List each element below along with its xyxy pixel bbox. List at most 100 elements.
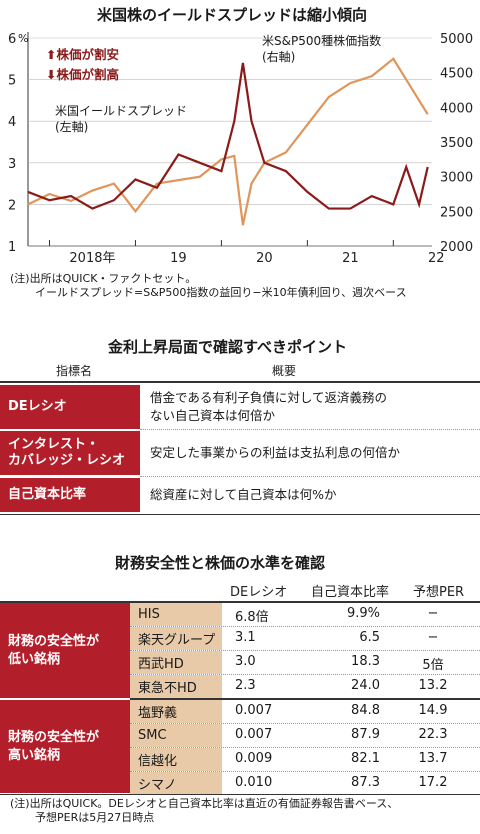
sp500-series-name: 米S&P500種株価指数 xyxy=(262,34,382,48)
desc-de-ratio: 借金である有利子負債に対して返済義務の ない自己資本は何倍か xyxy=(140,385,480,429)
indicator-equity-ratio-label: 自己資本比率 xyxy=(8,487,87,502)
row-divider xyxy=(140,429,480,430)
per-value: 13.2 xyxy=(418,678,448,693)
company-name: 東急不HD xyxy=(130,675,222,698)
per-value: 22.3 xyxy=(418,727,448,742)
equity-ratio-value: 84.8 xyxy=(351,703,380,718)
stocks-note: (注)出所はQUICK。DEレシオと自己資本比率は直近の有価証券報告書ベース、 … xyxy=(10,797,398,825)
col-per-header: 予想PER xyxy=(413,585,465,600)
group-low-safety-line-2: 低い銘柄 xyxy=(8,651,61,667)
de-ratio-value: 2.3 xyxy=(235,678,256,693)
stocks-note-line-1: (注)出所はQUICK。DEレシオと自己資本比率は直近の有価証券報告書ベース、 xyxy=(10,797,399,810)
chart-note-line-2: イールドスプレッド=S&P500指数の益回り−米10年債利回り、週次ベース xyxy=(35,286,407,299)
de-ratio-value: 0.007 xyxy=(235,727,273,742)
stocks-title: 財務安全性と株価の水準を確認 xyxy=(115,554,326,572)
arrow-down-icon: ⬇ xyxy=(46,67,57,82)
equity-ratio-value: 6.5 xyxy=(359,630,380,645)
left-tick-label: 3 xyxy=(8,157,16,172)
indicator-interest-coverage-line-2: カバレッジ・レシオ xyxy=(8,453,126,468)
company-name: 塩野義 xyxy=(130,700,222,723)
desc-equity-ratio: 総資産に対して自己資本は何%か xyxy=(140,478,480,512)
left-tick-label: 4 xyxy=(8,115,16,130)
row-divider xyxy=(130,650,480,651)
per-value: 5倍 xyxy=(422,658,444,673)
row-divider xyxy=(130,747,480,748)
company-name: 楽天グループ xyxy=(130,627,222,650)
de-ratio-value: 3.0 xyxy=(235,654,256,669)
right-tick-label: 2000 xyxy=(440,240,473,255)
group-divider xyxy=(130,698,480,700)
stocks-header-rule xyxy=(0,601,480,603)
row-divider xyxy=(130,771,480,772)
left-tick-label: 6 xyxy=(8,32,16,47)
legend-undervalued: ⬆株価が割安 xyxy=(46,44,119,63)
per-value: 14.9 xyxy=(418,703,448,718)
points-bottom-rule xyxy=(0,514,480,515)
company-name: HIS xyxy=(130,603,222,626)
chart-note: (注)出所はQUICK・ファクトセット。 イールドスプレッド=S&P500指数の… xyxy=(10,272,407,300)
left-tick-label: 2 xyxy=(8,198,16,213)
left-tick-label: 5 xyxy=(8,74,16,89)
right-tick-label: 2500 xyxy=(440,205,473,220)
equity-ratio-value: 9.9% xyxy=(346,606,380,621)
desc-equity-ratio-text: 総資産に対して自己資本は何%か xyxy=(150,487,337,502)
chart-note-line-1: (注)出所はQUICK・ファクトセット。 xyxy=(10,272,197,285)
sp500-series-axis: (右軸) xyxy=(262,50,296,64)
x-tick-label: 22 xyxy=(428,251,445,266)
desc-de-ratio-line-1: 借金である有利子負債に対して返済義務の xyxy=(150,390,388,405)
row-divider xyxy=(130,674,480,675)
legend-overvalued-label: 株価が割高 xyxy=(56,67,119,82)
col-de-header: DEレシオ xyxy=(230,585,288,600)
col-indicator-header: 指標名 xyxy=(56,364,93,378)
group-high-safety-line-2: 高い銘柄 xyxy=(8,747,61,763)
left-tick-label: 1 xyxy=(8,240,16,255)
row-divider xyxy=(130,723,480,724)
de-ratio-value: 6.8倍 xyxy=(235,610,269,625)
equity-ratio-value: 24.0 xyxy=(351,678,380,693)
equity-ratio-value: 82.1 xyxy=(351,751,380,766)
de-ratio-value: 3.1 xyxy=(235,630,256,645)
stocks-note-line-2: 予想PERは5月27日時点 xyxy=(35,811,155,824)
right-tick-label: 4000 xyxy=(440,101,473,116)
per-value: − xyxy=(427,606,439,621)
right-tick-label: 4500 xyxy=(440,67,473,82)
x-tick-label: 19 xyxy=(170,251,187,266)
row-divider xyxy=(130,626,480,627)
indicator-interest-coverage-line-1: インタレスト・ xyxy=(8,437,100,452)
per-value: 17.2 xyxy=(418,775,448,790)
spread-series-name: 米国イールドスプレッド xyxy=(55,104,188,118)
x-tick-label: 21 xyxy=(342,251,359,266)
group-low-safety-line-1: 財務の安全性が xyxy=(8,633,100,649)
points-title: 金利上昇局面で確認すべきポイント xyxy=(108,338,347,356)
equity-ratio-value: 87.9 xyxy=(351,727,380,742)
indicator-equity-ratio: 自己資本比率 xyxy=(0,478,140,512)
x-tick-label: 20 xyxy=(256,251,273,266)
group-high-safety-line-1: 財務の安全性が xyxy=(8,729,100,745)
sp500-series-label: 米S&P500種株価指数 (右軸) xyxy=(262,33,381,65)
arrow-up-icon: ⬆ xyxy=(46,47,57,62)
right-tick-label: 3000 xyxy=(440,171,473,186)
de-ratio-value: 0.010 xyxy=(235,775,273,790)
row-divider xyxy=(140,476,480,477)
de-ratio-value: 0.009 xyxy=(235,751,273,766)
group-low-safety: 財務の安全性が 低い銘柄 xyxy=(0,603,130,698)
desc-interest-coverage: 安定した事業からの利益は支払利息の何倍か xyxy=(140,431,480,475)
sp500-line xyxy=(27,57,429,226)
legend-overvalued: ⬇株価が割高 xyxy=(46,64,119,83)
x-tick-label: 2018年 xyxy=(69,251,115,266)
left-axis-unit: % xyxy=(18,32,29,45)
right-tick-label: 5000 xyxy=(440,32,473,47)
desc-de-ratio-line-2: ない自己資本は何倍か xyxy=(150,408,276,423)
per-value: − xyxy=(427,630,439,645)
col-overview-header: 概要 xyxy=(272,364,297,378)
spread-series-label: 米国イールドスプレッド (左軸) xyxy=(55,103,187,135)
indicator-de-ratio: DEレシオ xyxy=(0,385,140,429)
stocks-bottom-rule xyxy=(0,794,480,795)
per-value: 13.7 xyxy=(418,751,448,766)
company-name: 信越化 xyxy=(130,748,222,771)
company-name: 西武HD xyxy=(130,651,222,674)
equity-ratio-value: 18.3 xyxy=(351,654,380,669)
indicator-interest-coverage: インタレスト・ カバレッジ・レシオ xyxy=(0,431,140,475)
